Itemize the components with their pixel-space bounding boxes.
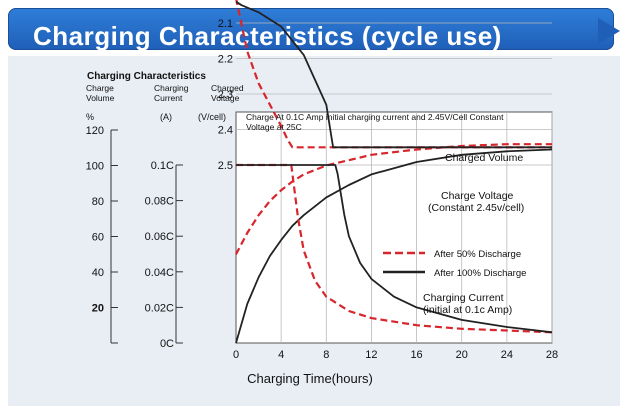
annotation-line1: Charge At 0.1C Amp initial charging curr… (246, 112, 504, 122)
x-tick-label: 16 (410, 349, 422, 361)
volume-tick-label: 80 (92, 196, 104, 208)
banner-title: Charging Characteristics (cycle use) (33, 21, 502, 51)
x-tick-label: 12 (365, 349, 377, 361)
plot-area (235, 111, 553, 344)
voltage-unit: (V/cell) (198, 112, 226, 122)
volume-tick-label: 100 (86, 161, 104, 173)
current-tick-label: 0C (160, 338, 174, 350)
series-line-current-50pct (236, 163, 553, 334)
x-tick-label: 24 (501, 349, 513, 361)
volume-tick-label: 20 (92, 303, 104, 315)
axis-header: Charging (154, 83, 189, 93)
voltage-tick-label: 2.1 (218, 18, 233, 30)
series-line-current-100pct (236, 164, 553, 334)
voltage-tick-label: 2.5 (218, 160, 233, 172)
label-charged-volume: Charged Volume (445, 152, 523, 164)
chart-title: Charging Characteristics (87, 71, 206, 82)
label-charge-voltage-sub: (Constant 2.45v/cell) (428, 202, 524, 214)
series-line-volume-50pct (235, 143, 552, 255)
label-charge-voltage: Charge Voltage (441, 190, 514, 202)
label-charging-current: Charging Current (423, 292, 504, 304)
current-tick-label: 0.06C (145, 231, 174, 243)
legend-label: After 100% Discharge (434, 268, 526, 279)
current-tick-label: 0.08C (145, 196, 174, 208)
axis-header: Charged (211, 83, 244, 93)
axis-header: Charge (86, 83, 114, 93)
current-tick-label: 0.1C (151, 160, 174, 172)
x-tick-label: 0 (233, 349, 239, 361)
axis-header: Voltage (211, 93, 240, 103)
x-axis-label: Charging Time(hours) (247, 371, 373, 386)
x-tick-label: 8 (323, 349, 329, 361)
volume-tick-label: 120 (86, 125, 104, 137)
voltage-tick-label: 2.3 (218, 89, 233, 101)
current-tick-label: 0.02C (145, 302, 174, 314)
current-tick-label: 0.04C (145, 267, 174, 279)
series-line-volume-100pct (235, 148, 553, 344)
axis-header: Volume (86, 93, 115, 103)
axis-header: Current (154, 93, 183, 103)
legend-label: After 50% Discharge (434, 249, 521, 260)
title-banner: Charging Characteristics (cycle use) (8, 8, 614, 51)
label-charging-current-sub: (initial at 0.1c Amp) (423, 304, 512, 316)
voltage-tick-label: 2.2 (218, 54, 233, 66)
volume-unit: % (86, 112, 94, 122)
x-tick-label: 4 (278, 349, 284, 361)
annotation-line2: Voltage at 25C (246, 122, 302, 132)
x-tick-label: 28 (546, 349, 558, 361)
x-tick-label: 20 (456, 349, 468, 361)
volume-tick-label: 40 (92, 267, 104, 279)
current-unit: (A) (160, 112, 172, 122)
volume-tick-label: 60 (92, 232, 104, 244)
voltage-tick-label: 2.4 (218, 125, 233, 137)
series-line-voltage-100pct (235, 0, 552, 149)
